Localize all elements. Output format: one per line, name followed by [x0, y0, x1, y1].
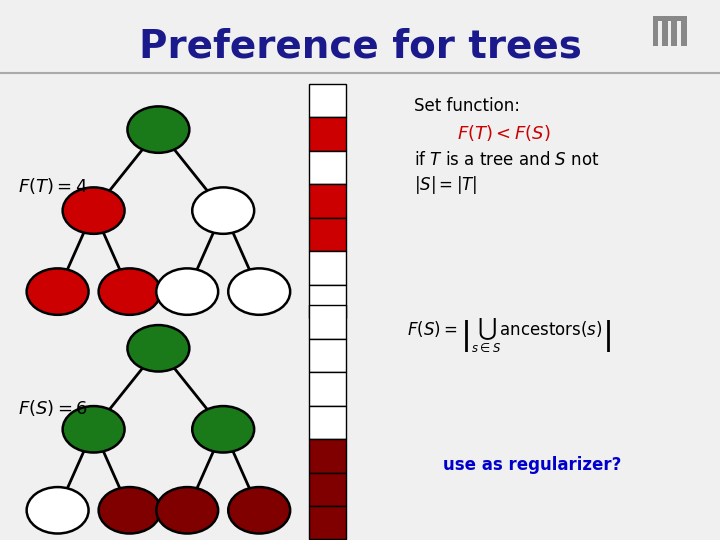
Circle shape	[99, 268, 161, 315]
Circle shape	[99, 487, 161, 534]
Text: $F(T) = 4$: $F(T) = 4$	[18, 176, 88, 197]
Circle shape	[127, 106, 189, 153]
Circle shape	[127, 325, 189, 372]
Text: $F(S) = \left|\bigcup_{s \in S} \mathrm{ancestors}(s)\right|$: $F(S) = \left|\bigcup_{s \in S} \mathrm{…	[407, 316, 611, 355]
Text: if $T$ is a tree and $S$ not: if $T$ is a tree and $S$ not	[414, 151, 600, 169]
Text: $F(T) < F(S)$: $F(T) < F(S)$	[457, 123, 551, 143]
Circle shape	[63, 406, 125, 453]
Circle shape	[156, 268, 218, 315]
Bar	[309, 218, 346, 251]
Bar	[309, 117, 346, 151]
Text: Preference for trees: Preference for trees	[138, 27, 582, 65]
Circle shape	[63, 187, 125, 234]
Bar	[309, 339, 346, 372]
Bar	[671, 16, 677, 46]
Circle shape	[27, 487, 89, 534]
Bar	[309, 151, 346, 184]
Bar	[309, 406, 346, 439]
Bar	[309, 251, 346, 285]
Circle shape	[228, 487, 290, 534]
Circle shape	[192, 406, 254, 453]
Bar	[309, 439, 346, 472]
Text: Set function:: Set function:	[414, 97, 520, 115]
Bar	[309, 472, 346, 506]
Circle shape	[27, 268, 89, 315]
Circle shape	[192, 187, 254, 234]
Bar	[309, 184, 346, 218]
Text: $|S| = |T|$: $|S| = |T|$	[414, 174, 477, 196]
Bar	[662, 16, 668, 46]
Bar	[309, 506, 346, 539]
Circle shape	[228, 268, 290, 315]
Bar	[681, 16, 687, 46]
Text: $F(S) = 6$: $F(S) = 6$	[18, 397, 88, 418]
Bar	[309, 285, 346, 318]
Text: use as regularizer?: use as regularizer?	[443, 456, 621, 474]
Bar	[653, 16, 687, 21]
Bar	[309, 305, 346, 339]
Bar	[653, 16, 659, 46]
Bar	[309, 84, 346, 117]
Bar	[309, 372, 346, 406]
Circle shape	[156, 487, 218, 534]
